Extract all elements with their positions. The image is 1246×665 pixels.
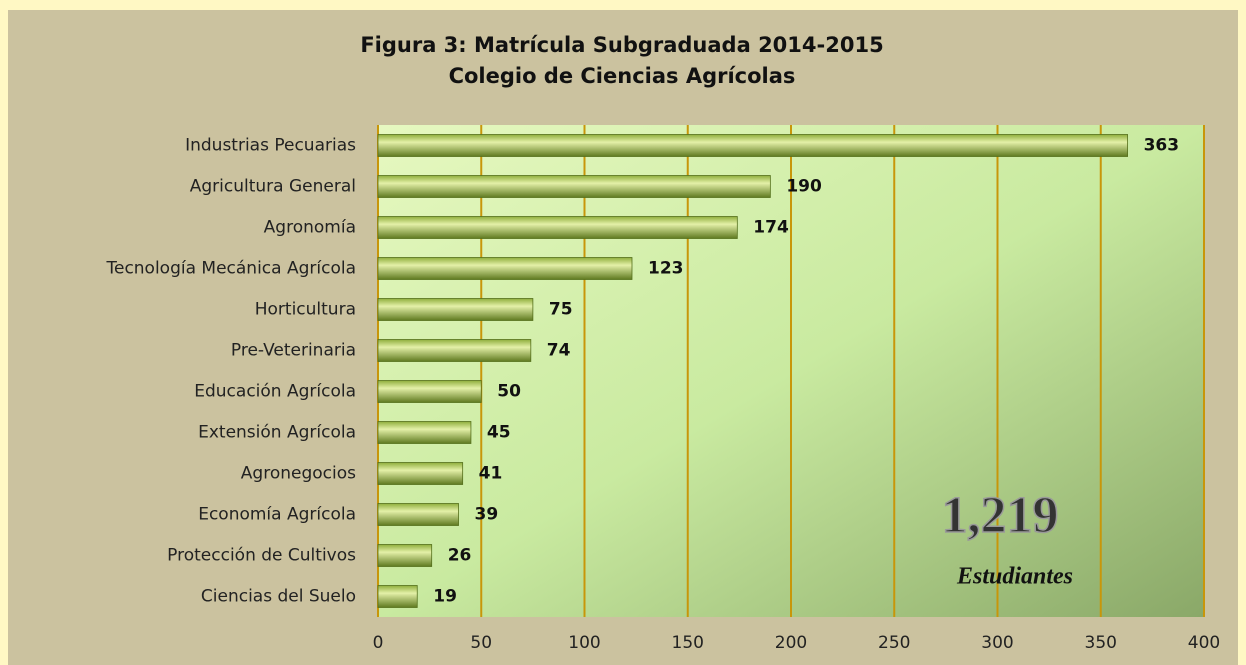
bar (377, 544, 433, 567)
chart-subtitle: Colegio de Ciencias Agrícolas (449, 64, 796, 88)
x-tick-label: 300 (981, 633, 1013, 653)
data-label: 39 (475, 505, 499, 525)
data-label: 363 (1144, 136, 1180, 156)
y-tick-label: Industrias Pecuarias (185, 136, 356, 156)
annotation-label: Estudiantes (956, 564, 1073, 590)
bar (377, 462, 464, 485)
data-label: 74 (547, 341, 571, 361)
bar (377, 134, 1128, 157)
y-tick-label: Agronegocios (241, 464, 356, 484)
bar (377, 585, 418, 608)
data-label: 123 (648, 259, 684, 279)
y-tick-label: Educación Agrícola (194, 382, 356, 402)
data-label: 190 (786, 177, 822, 197)
bar (377, 298, 534, 321)
y-tick-label: Protección de Cultivos (167, 546, 356, 566)
x-tick-label: 400 (1188, 633, 1220, 653)
x-tick-label: 350 (1085, 633, 1117, 653)
y-tick-label: Ciencias del Suelo (201, 587, 356, 607)
bar (377, 380, 482, 403)
chart-title: Figura 3: Matrícula Subgraduada 2014-201… (360, 33, 883, 57)
x-tick-label: 150 (672, 633, 704, 653)
data-label: 19 (433, 587, 457, 607)
x-tick-label: 50 (470, 633, 492, 653)
bar (377, 216, 738, 239)
y-tick-label: Economía Agrícola (198, 505, 356, 525)
bar (377, 503, 459, 526)
x-tick-label: 0 (373, 633, 384, 653)
bar (377, 421, 472, 444)
annotation-total: 1,219 (942, 487, 1059, 544)
x-tick-label: 250 (878, 633, 910, 653)
y-tick-label: Tecnología Mecánica Agrícola (105, 259, 356, 279)
x-tick-label: 100 (568, 633, 600, 653)
y-tick-label: Pre-Veterinaria (231, 341, 356, 361)
x-tick-label: 200 (775, 633, 807, 653)
data-label: 75 (549, 300, 573, 320)
data-label: 26 (448, 546, 472, 566)
y-tick-label: Extensión Agrícola (198, 423, 356, 443)
y-tick-label: Horticultura (255, 300, 356, 320)
bar (377, 175, 771, 198)
y-tick-label: Agricultura General (190, 177, 356, 197)
data-label: 45 (487, 423, 511, 443)
y-tick-label: Agronomía (264, 218, 356, 238)
bar (377, 339, 532, 362)
bar (377, 257, 633, 280)
data-label: 50 (497, 382, 521, 402)
data-label: 41 (479, 464, 503, 484)
data-label: 174 (753, 218, 789, 238)
